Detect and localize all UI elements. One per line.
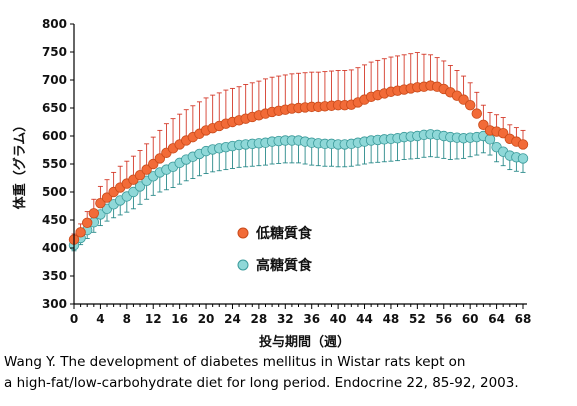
x-tick-label: 60 bbox=[462, 312, 479, 326]
y-tick-label: 700 bbox=[42, 73, 67, 87]
citation-line-1: Wang Y. The development of diabetes mell… bbox=[4, 354, 466, 370]
x-axis-title: 投与期間（週） bbox=[259, 334, 350, 350]
legend-marker-low-carb bbox=[237, 227, 249, 239]
x-tick-label: 16 bbox=[171, 312, 188, 326]
y-tick-label: 800 bbox=[42, 17, 67, 31]
x-tick-label: 28 bbox=[251, 312, 268, 326]
x-tick-label: 56 bbox=[435, 312, 452, 326]
x-tick-label: 20 bbox=[198, 312, 215, 326]
data-point-low-carb bbox=[497, 127, 509, 139]
data-point-low-carb bbox=[141, 164, 152, 175]
data-point-low-carb bbox=[75, 227, 86, 238]
y-tick-label: 750 bbox=[42, 45, 67, 59]
x-tick-label: 8 bbox=[123, 312, 131, 326]
data-point-low-carb bbox=[101, 192, 113, 203]
citation: Wang Y. The development of diabetes mell… bbox=[4, 352, 576, 394]
legend-label-low-carb: 低糖質食 bbox=[255, 225, 313, 242]
data-point-low-carb bbox=[458, 94, 469, 105]
data-point-high-carb bbox=[134, 181, 146, 192]
y-tick-label: 350 bbox=[42, 269, 67, 283]
y-tick-label: 600 bbox=[42, 129, 67, 143]
y-tick-label: 650 bbox=[42, 101, 67, 115]
x-tick-label: 12 bbox=[145, 312, 162, 326]
data-point-low-carb bbox=[154, 153, 166, 164]
data-point-low-carb bbox=[471, 108, 482, 119]
x-tick-label: 0 bbox=[70, 312, 78, 326]
data-point-low-carb bbox=[517, 139, 529, 150]
legend-label-high-carb: 高糖質食 bbox=[256, 257, 313, 274]
citation-line-2: a high-fat/low-carbohydrate diet for lon… bbox=[4, 375, 519, 391]
data-point-high-carb bbox=[517, 153, 529, 164]
x-tick-label: 36 bbox=[303, 312, 320, 326]
x-tick-label: 64 bbox=[488, 312, 505, 326]
x-tick-label: 68 bbox=[515, 312, 532, 326]
error-bars-layer bbox=[71, 52, 526, 252]
y-tick-label: 300 bbox=[42, 297, 67, 311]
x-tick-label: 32 bbox=[277, 312, 294, 326]
data-point-low-carb bbox=[88, 208, 100, 219]
y-tick-label: 500 bbox=[42, 185, 67, 199]
legend-marker-high-carb bbox=[237, 259, 249, 271]
data-point-low-carb bbox=[82, 217, 93, 229]
data-point-low-carb bbox=[95, 197, 106, 209]
x-tick-label: 24 bbox=[224, 312, 241, 326]
x-tick-label: 48 bbox=[383, 312, 400, 326]
y-tick-label: 450 bbox=[42, 213, 67, 227]
x-tick-label: 52 bbox=[409, 312, 426, 326]
data-point-low-carb bbox=[464, 99, 476, 111]
data-point-low-carb bbox=[148, 158, 159, 170]
y-tick-label: 400 bbox=[42, 241, 67, 255]
x-tick-label: 44 bbox=[356, 312, 373, 326]
data-point-high-carb bbox=[484, 134, 496, 145]
data-point-high-carb bbox=[128, 186, 139, 198]
y-tick-label: 550 bbox=[42, 157, 67, 171]
x-tick-label: 40 bbox=[330, 312, 347, 326]
x-tick-label: 4 bbox=[96, 312, 104, 326]
legend: 低糖質食 高糖質食 bbox=[237, 225, 313, 274]
data-point-low-carb bbox=[478, 119, 489, 131]
data-point-low-carb bbox=[134, 169, 146, 181]
data-points-layer bbox=[68, 80, 529, 251]
y-axis-title: 体重（グラム） bbox=[12, 119, 28, 210]
